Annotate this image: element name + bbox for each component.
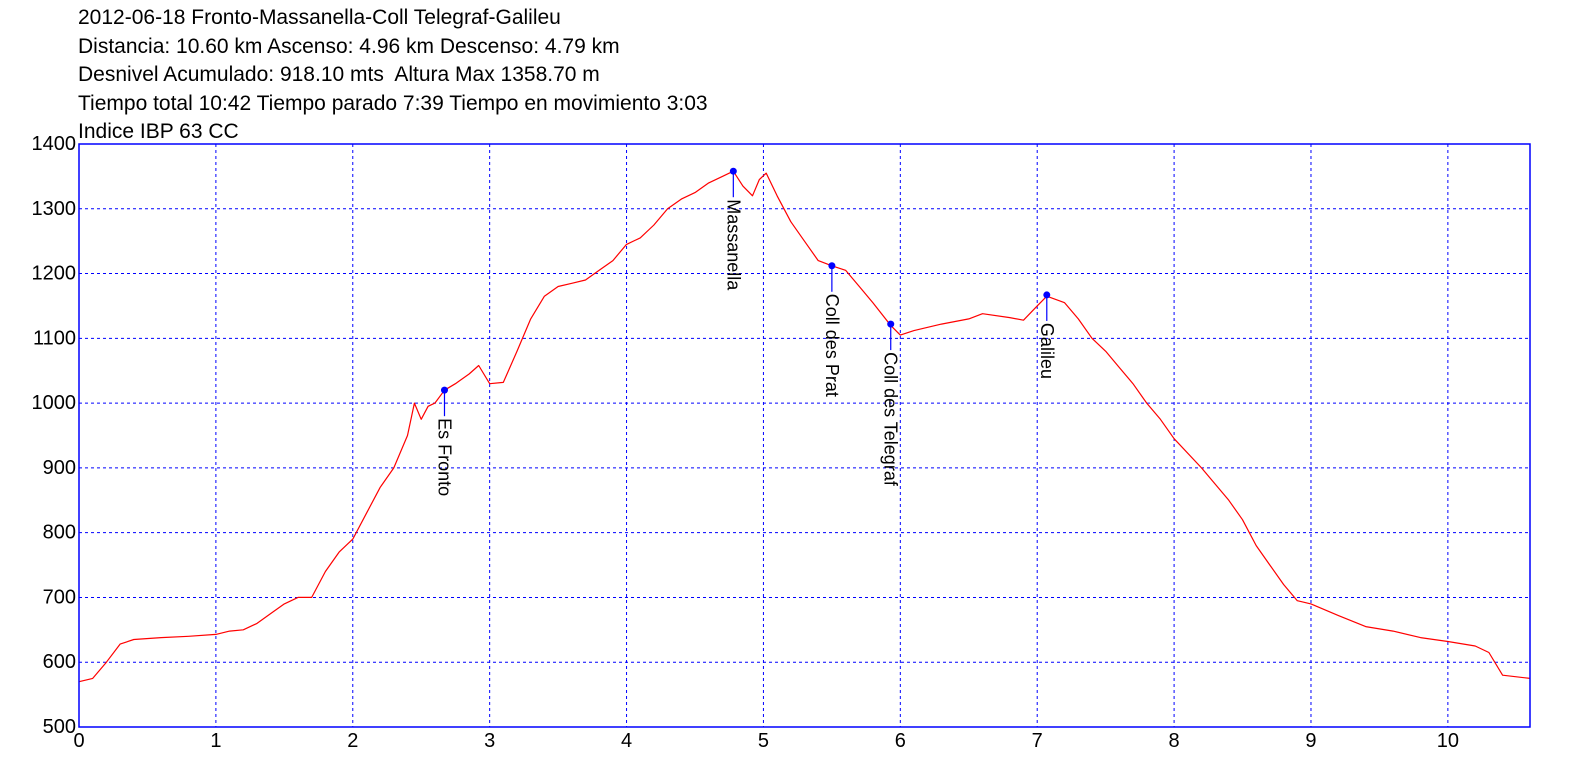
x-tick-label: 10 bbox=[1437, 730, 1459, 752]
x-tick-label: 1 bbox=[210, 730, 221, 752]
x-tick-label: 3 bbox=[484, 730, 495, 752]
x-tick-label: 5 bbox=[758, 730, 769, 752]
y-tick-label: 700 bbox=[43, 586, 76, 608]
plot-frame bbox=[78, 143, 1531, 728]
waypoint-2: Coll des Prat bbox=[822, 262, 842, 397]
y-tick-label: 1100 bbox=[33, 327, 76, 349]
waypoint-dot bbox=[1043, 291, 1051, 299]
waypoint-dot bbox=[440, 386, 448, 394]
x-axis-ticks: 0 1 2 3 4 5 6 7 8 9 10 bbox=[73, 730, 1459, 752]
y-tick-label: 800 bbox=[43, 522, 76, 544]
x-tick-label: 7 bbox=[1032, 730, 1043, 752]
ibp-index: Indice IBP 63 CC bbox=[78, 120, 239, 143]
distance-summary: Distancia: 10.60 km Ascenso: 4.96 km Des… bbox=[78, 34, 620, 58]
waypoint-label: Coll des Prat bbox=[822, 294, 842, 397]
chart-title: 2012-06-18 Fronto-Massanella-Coll Telegr… bbox=[78, 6, 561, 29]
grid-lines bbox=[79, 144, 1530, 727]
waypoint-label: Coll des Telegraf bbox=[881, 352, 901, 487]
x-tick-label: 9 bbox=[1305, 730, 1316, 752]
y-tick-label: 600 bbox=[43, 651, 76, 673]
chart-header: 2012-06-18 Fronto-Massanella-Coll Telegr… bbox=[78, 4, 708, 147]
x-tick-label: 8 bbox=[1169, 730, 1180, 752]
waypoint-dot bbox=[828, 262, 836, 270]
waypoint-markers: Es Fronto Massanella Coll des Prat Coll des… bbox=[434, 167, 1057, 496]
y-tick-label: 900 bbox=[43, 457, 76, 479]
y-tick-label: 1300 bbox=[32, 198, 77, 220]
waypoint-dot bbox=[887, 320, 895, 328]
waypoint-dot bbox=[729, 167, 737, 175]
x-tick-label: 6 bbox=[895, 730, 906, 752]
y-tick-label: 1200 bbox=[32, 263, 77, 285]
waypoint-label: Galileu bbox=[1037, 323, 1057, 379]
waypoint-4: Galileu bbox=[1037, 291, 1057, 379]
time-summary: Tiempo total 10:42 Tiempo parado 7:39 Ti… bbox=[78, 91, 708, 115]
waypoint-label: Massanella bbox=[723, 199, 743, 291]
waypoint-1: Massanella bbox=[723, 167, 743, 291]
elevation-summary: Desnivel Acumulado: 918.10 mts Altura Ma… bbox=[78, 63, 600, 86]
x-tick-label: 2 bbox=[347, 730, 358, 752]
y-tick-label: 500 bbox=[43, 716, 76, 738]
waypoint-3: Coll des Telegraf bbox=[881, 320, 901, 487]
elevation-profile-series bbox=[78, 170, 1531, 683]
elevation-line bbox=[78, 170, 1531, 683]
y-tick-label: 1400 bbox=[32, 133, 77, 155]
waypoint-0: Es Fronto bbox=[434, 386, 454, 496]
x-tick-label: 4 bbox=[621, 730, 632, 752]
x-tick-label: 0 bbox=[73, 730, 84, 752]
y-axis-ticks: 500 600 700 800 900 1000 1100 1200 1300 1400 bbox=[32, 133, 77, 738]
y-tick-label: 1000 bbox=[32, 392, 77, 414]
waypoint-label: Es Fronto bbox=[434, 418, 454, 496]
